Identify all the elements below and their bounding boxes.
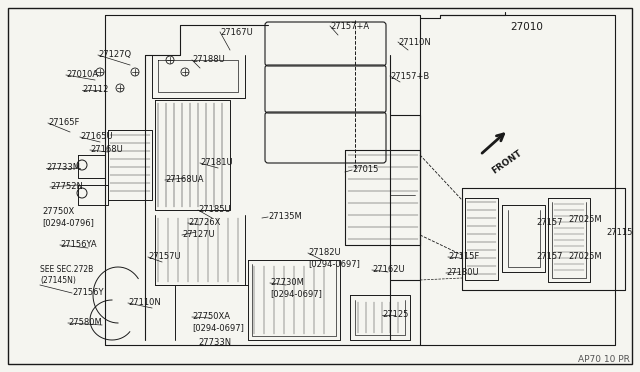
Text: 27157U: 27157U <box>148 252 180 261</box>
Text: 27125: 27125 <box>382 310 408 319</box>
Text: 27157+B: 27157+B <box>390 72 429 81</box>
Text: 27135M: 27135M <box>268 212 301 221</box>
Text: 27010A: 27010A <box>66 70 98 79</box>
Text: 27181U: 27181U <box>200 158 232 167</box>
Text: 27730M: 27730M <box>270 278 304 287</box>
Text: 27750XA: 27750XA <box>192 312 230 321</box>
Text: 27157+A: 27157+A <box>330 22 369 31</box>
Text: 27127Q: 27127Q <box>98 50 131 59</box>
Text: 27157: 27157 <box>536 252 563 261</box>
Text: 27168UA: 27168UA <box>165 175 204 184</box>
Text: 27180U: 27180U <box>446 268 479 277</box>
Text: 27165U: 27165U <box>80 132 113 141</box>
Text: 27726X: 27726X <box>188 218 220 227</box>
Text: 27157: 27157 <box>536 218 563 227</box>
Text: 27127U: 27127U <box>182 230 214 239</box>
Text: FRONT: FRONT <box>490 148 524 175</box>
Circle shape <box>77 188 87 198</box>
Text: AP70 10 PR: AP70 10 PR <box>578 355 630 364</box>
Text: 27156Y: 27156Y <box>72 288 104 297</box>
Text: 27188U: 27188U <box>192 55 225 64</box>
Text: 27010: 27010 <box>510 22 543 32</box>
Text: 27750X: 27750X <box>42 207 74 216</box>
Text: [0294-0697]: [0294-0697] <box>192 323 244 332</box>
Text: 27168U: 27168U <box>90 145 123 154</box>
Text: 27015: 27015 <box>352 165 378 174</box>
Text: 27112: 27112 <box>82 85 108 94</box>
Text: 27025M: 27025M <box>568 215 602 224</box>
Text: 27167U: 27167U <box>220 28 253 37</box>
Text: 27115F: 27115F <box>448 252 479 261</box>
Text: 27025M: 27025M <box>568 252 602 261</box>
Text: [0294-0796]: [0294-0796] <box>42 218 94 227</box>
Text: 27733N: 27733N <box>198 338 231 347</box>
Text: 27752N: 27752N <box>50 182 83 191</box>
Text: 27580M: 27580M <box>68 318 102 327</box>
Text: 27115: 27115 <box>606 228 632 237</box>
Text: (27145N): (27145N) <box>40 276 76 285</box>
Text: 27110N: 27110N <box>398 38 431 47</box>
Text: 27185U: 27185U <box>198 205 230 214</box>
Text: 27733M: 27733M <box>46 163 80 172</box>
Text: 27182U: 27182U <box>308 248 340 257</box>
Text: 27156YA: 27156YA <box>60 240 97 249</box>
Text: SEE SEC.272B: SEE SEC.272B <box>40 265 93 274</box>
Text: 27110N: 27110N <box>128 298 161 307</box>
Text: 27165F: 27165F <box>48 118 79 127</box>
Text: [0294-0697]: [0294-0697] <box>308 259 360 268</box>
Text: [0294-0697]: [0294-0697] <box>270 289 322 298</box>
Circle shape <box>77 160 87 170</box>
Text: 27162U: 27162U <box>372 265 404 274</box>
